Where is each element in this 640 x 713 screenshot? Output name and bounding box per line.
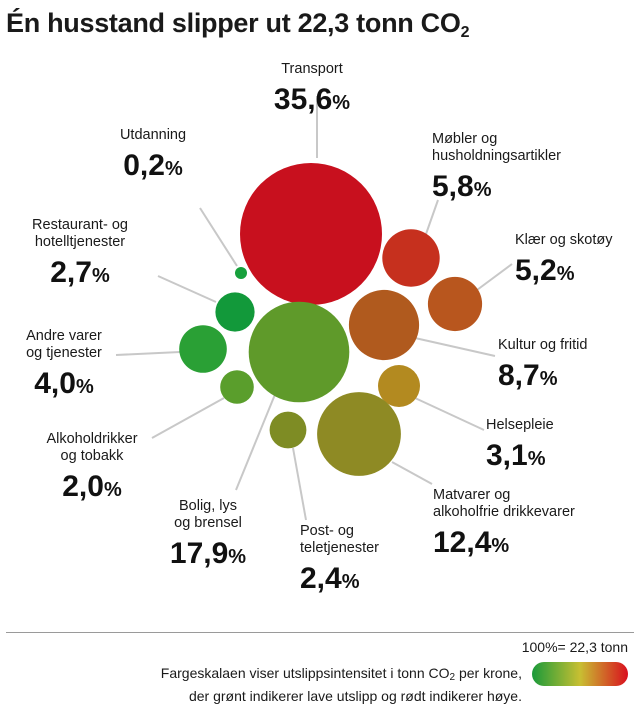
category-label-bolig-lys-og-brensel: Bolig, lys og brensel (174, 498, 242, 531)
value-label-mobler-og-husholdningsartikler: 5,8% (432, 170, 492, 203)
category-label-alkoholdrikker-og-tobakk: Alkoholdrikker og tobakk (46, 431, 137, 464)
bubble-post-og-teletjenester (269, 411, 307, 449)
leader-line-bolig-lys-og-brensel (235, 391, 277, 491)
scale-note: 100%= 22,3 tonn (521, 639, 628, 655)
category-label-matvarer-og-alkoholfrie-drikkevarer: Matvarer og alkoholfrie drikkevarer (433, 487, 575, 520)
bubble-mobler-og-husholdningsartikler (382, 229, 440, 287)
bubble-helsepleie (378, 365, 420, 407)
bubbles (179, 163, 483, 476)
category-label-helsepleie: Helsepleie (486, 417, 554, 433)
bubble-transport (240, 163, 382, 305)
bubble-andre-varer-og-tjenester (179, 325, 227, 373)
category-label-klaer-og-skotoy: Klær og skotøy (515, 232, 613, 248)
leader-line-utdanning (199, 207, 238, 267)
value-label-restaurant-og-hotelltjenester: 2,7% (50, 256, 110, 289)
value-label-helsepleie: 3,1% (486, 439, 546, 472)
value-label-alkoholdrikker-og-tobakk: 2,0% (62, 470, 122, 503)
leader-line-kultur-og-fritid (414, 337, 496, 357)
value-label-matvarer-og-alkoholfrie-drikkevarer: 12,4% (433, 526, 509, 559)
leader-lines (115, 96, 513, 521)
leader-line-andre-varer-og-tjenester (115, 351, 181, 356)
leader-line-alkoholdrikker-og-tobakk (151, 397, 225, 439)
bubble-matvarer-og-alkoholfrie-drikkevarer (317, 392, 401, 476)
chart-title: Én husstand slipper ut 22,3 tonn CO2 (6, 8, 470, 41)
category-label-transport: Transport (281, 61, 343, 77)
leader-line-helsepleie (414, 397, 485, 431)
value-label-kultur-og-fritid: 8,7% (498, 359, 558, 392)
value-label-andre-varer-og-tjenester: 4,0% (34, 367, 94, 400)
leader-line-klaer-og-skotoy (476, 263, 513, 291)
category-labels: Transport 35,6% Møbler og husholdningsartik… (26, 61, 613, 595)
bubble-chart: Transport 35,6% Møbler og husholdningsartik… (26, 61, 613, 595)
color-gradient-bar (532, 662, 628, 686)
value-label-utdanning: 0,2% (123, 149, 183, 182)
leader-line-restaurant-og-hotelltjenester (157, 275, 217, 303)
divider-line (6, 632, 634, 633)
bubble-restaurant-og-hotelltjenester (215, 292, 255, 332)
leader-line-matvarer-og-alkoholfrie-drikkevarer (391, 461, 433, 485)
category-label-kultur-og-fritid: Kultur og fritid (498, 337, 587, 353)
value-label-transport: 35,6% (274, 83, 350, 116)
category-label-utdanning: Utdanning (120, 127, 186, 143)
leader-line-post-og-teletjenester (292, 447, 307, 521)
category-label-post-og-teletjenester: Post- og teletjenester (300, 523, 379, 556)
leader-line-mobler-og-husholdningsartikler (425, 199, 439, 235)
bubble-utdanning (235, 267, 247, 279)
value-label-klaer-og-skotoy: 5,2% (515, 254, 575, 287)
bubble-klaer-og-skotoy (427, 276, 483, 332)
color-scale-legend: Fargeskalaen viser utslippsintensitet i … (160, 665, 522, 704)
bubble-bolig-lys-og-brensel (248, 301, 350, 403)
bubble-alkoholdrikker-og-tobakk (220, 370, 254, 404)
value-label-post-og-teletjenester: 2,4% (300, 562, 360, 595)
category-label-andre-varer-og-tjenester: Andre varer og tjenester (26, 328, 102, 361)
category-label-restaurant-og-hotelltjenester: Restaurant- og hotelltjenester (32, 217, 128, 250)
value-label-bolig-lys-og-brensel: 17,9% (170, 537, 246, 570)
bubble-kultur-og-fritid (348, 289, 420, 361)
category-label-mobler-og-husholdningsartikler: Møbler og husholdningsartikler (432, 131, 561, 164)
